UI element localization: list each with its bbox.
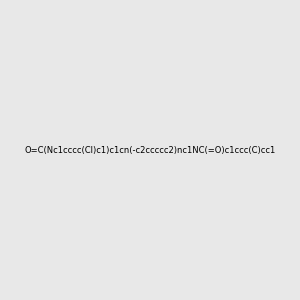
Text: O=C(Nc1cccc(Cl)c1)c1cn(-c2ccccc2)nc1NC(=O)c1ccc(C)cc1: O=C(Nc1cccc(Cl)c1)c1cn(-c2ccccc2)nc1NC(=… <box>24 146 276 154</box>
